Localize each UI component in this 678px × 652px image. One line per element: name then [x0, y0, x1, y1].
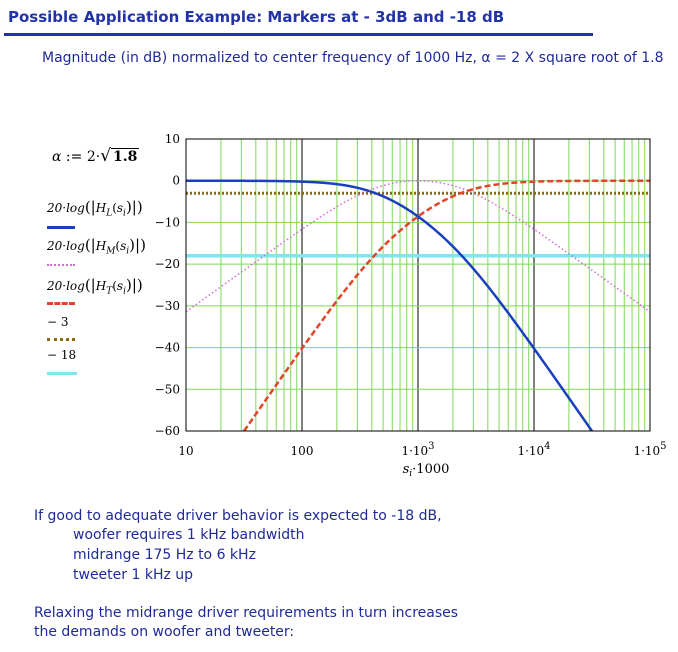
- title-divider: [4, 33, 593, 36]
- legend-hl-func: H: [95, 201, 107, 215]
- note-line-6: the demands on woofer and tweeter:: [34, 624, 295, 640]
- plot-frame: [185, 138, 651, 432]
- legend-ht-sub: T: [106, 286, 113, 297]
- y-tick-label: 0: [172, 174, 180, 188]
- legend-hl-arg: s: [116, 201, 124, 215]
- legend-ht-prefix: 20·log: [47, 279, 85, 293]
- legend-hl-sub: L: [106, 208, 113, 219]
- legend-hm-swatch: [47, 264, 75, 266]
- legend-minus3: − 3: [47, 315, 69, 329]
- y-tick-labels: 10 0 −10 −20 −30 −40 −50 −60: [155, 132, 180, 438]
- page-title: Possible Application Example: Markers at…: [8, 8, 505, 26]
- note-line-5: Relaxing the midrange driver requirement…: [34, 605, 459, 621]
- y-tick-label: −30: [155, 299, 180, 313]
- reference-lines: [186, 191, 650, 258]
- alpha-symbol: α: [52, 149, 62, 165]
- x-tick-labels: 10 100 1·103 1·104 1·105: [178, 441, 666, 458]
- x-tick-label: 100: [291, 444, 314, 458]
- y-tick-label: −50: [155, 382, 180, 396]
- legend-minus3-swatch: [47, 338, 75, 341]
- x-axis-label: si·1000: [403, 462, 450, 479]
- y-tick-label: −60: [155, 424, 180, 438]
- alpha-radicand: 1.8: [111, 148, 140, 165]
- x-tick-label: 1·105: [633, 441, 666, 458]
- y-tick-label: −10: [155, 215, 180, 229]
- legend-minus18: − 18: [47, 348, 77, 362]
- legend-minus18-swatch: [47, 372, 77, 375]
- legend-hl-argsub: i: [123, 208, 126, 219]
- legend-hm-arg: s: [120, 239, 127, 253]
- legend-ht-swatch: [47, 302, 75, 305]
- chart-grid: [185, 138, 651, 432]
- legend-hl-prefix: 20·log: [47, 201, 85, 215]
- note-line-4: tweeter 1 kHz up: [73, 567, 194, 583]
- y-tick-label: −20: [155, 257, 180, 271]
- legend-hm-sub: M: [106, 246, 116, 257]
- x-axis-label-suffix: ·1000: [412, 462, 449, 477]
- legend-hl: 20·log(|HL(si)|): [47, 198, 143, 219]
- legend-ht-arg: s: [116, 279, 124, 293]
- legend-ht-argsub: i: [123, 286, 126, 297]
- x-axis-label-var: s: [403, 462, 410, 477]
- legend-ht: 20·log(|HT(si)|): [47, 276, 143, 297]
- legend-hl-swatch: [47, 226, 75, 229]
- series-line-bandpass: [186, 179, 650, 313]
- x-tick-label: 1·104: [517, 441, 550, 458]
- chart-curves: [186, 179, 650, 431]
- note-line-1: If good to adequate driver behavior is e…: [34, 508, 442, 524]
- x-tick-label: 1·103: [401, 441, 434, 458]
- y-tick-label: 10: [165, 132, 180, 146]
- alpha-coefficient: 2·: [86, 149, 101, 165]
- x-axis-label-sub: i: [409, 469, 412, 479]
- legend-hm-prefix: 20·log: [47, 239, 85, 253]
- legend-hm-argsub: i: [126, 246, 130, 257]
- chart-subtitle: Magnitude (in dB) normalized to center f…: [42, 50, 664, 66]
- y-tick-label: −40: [155, 341, 180, 355]
- legend-ht-func: H: [95, 279, 107, 293]
- legend-hm-func: H: [95, 239, 107, 253]
- note-line-3: midrange 175 Hz to 6 kHz: [73, 547, 256, 563]
- sqrt-sign: √: [100, 146, 112, 166]
- x-tick-label: 10: [178, 444, 193, 458]
- series-line-highpass: [242, 179, 650, 431]
- series-line-lowpass: [186, 179, 594, 431]
- legend-hm: 20·log(|HM(si)|): [47, 236, 146, 257]
- note-line-2: woofer requires 1 kHz bandwidth: [73, 527, 305, 543]
- assign-operator: :=: [65, 149, 83, 165]
- alpha-definition: α := 2·√ 1.8: [52, 146, 140, 166]
